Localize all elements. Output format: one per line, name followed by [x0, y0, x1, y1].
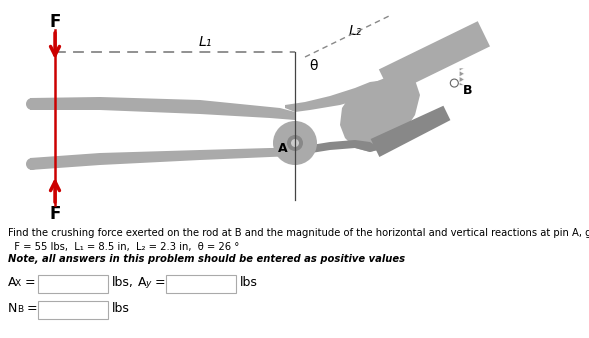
Text: Number: Number [52, 305, 94, 315]
Text: =: = [23, 302, 38, 315]
Text: L₂: L₂ [349, 24, 362, 38]
Text: N: N [8, 302, 17, 315]
FancyBboxPatch shape [38, 275, 108, 293]
Circle shape [451, 79, 458, 87]
Circle shape [26, 98, 38, 110]
Text: A: A [138, 276, 147, 289]
Text: A: A [8, 276, 16, 289]
Polygon shape [285, 140, 385, 156]
Text: Number: Number [180, 279, 222, 289]
Text: y: y [145, 279, 150, 288]
Text: X: X [15, 279, 21, 288]
Text: Find the crushing force exerted on the rod at B and the magnitude of the horizon: Find the crushing force exerted on the r… [8, 228, 589, 238]
Text: =: = [151, 276, 166, 289]
Text: Number: Number [52, 279, 94, 289]
Polygon shape [285, 80, 390, 112]
Text: L₁: L₁ [198, 35, 211, 49]
Polygon shape [30, 97, 295, 120]
Text: B: B [462, 83, 472, 97]
Polygon shape [340, 75, 420, 152]
Text: lbs: lbs [240, 276, 258, 289]
FancyBboxPatch shape [166, 275, 236, 293]
Text: =: = [21, 276, 35, 289]
Text: Note, all answers in this problem should be entered as positive values: Note, all answers in this problem should… [8, 254, 405, 264]
Circle shape [273, 121, 317, 165]
Polygon shape [370, 106, 451, 157]
Text: B: B [17, 305, 23, 314]
Circle shape [287, 135, 303, 151]
FancyBboxPatch shape [38, 301, 108, 319]
Text: F: F [49, 13, 61, 31]
Text: F: F [49, 205, 61, 223]
Text: lbs,: lbs, [112, 276, 134, 289]
Text: lbs: lbs [112, 302, 130, 315]
Text: θ: θ [309, 59, 317, 73]
Polygon shape [30, 148, 295, 170]
Polygon shape [459, 68, 464, 85]
Text: F = 55 lbs,  L₁ = 8.5 in,  L₂ = 2.3 in,  θ = 26 °: F = 55 lbs, L₁ = 8.5 in, L₂ = 2.3 in, θ … [8, 242, 239, 252]
Circle shape [291, 139, 299, 147]
Polygon shape [379, 21, 490, 95]
Circle shape [26, 158, 38, 170]
Text: A: A [278, 142, 288, 154]
